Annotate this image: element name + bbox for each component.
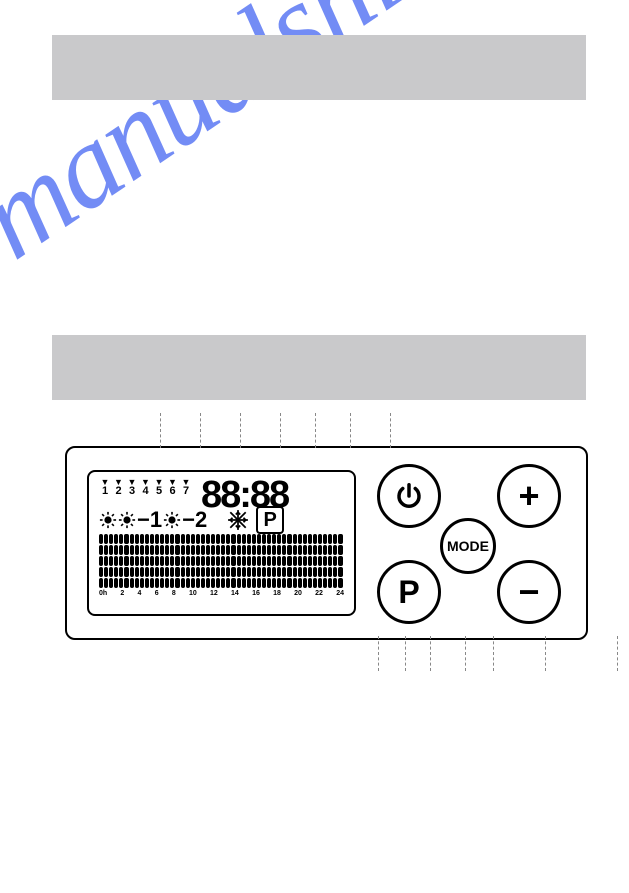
schedule-row	[99, 567, 344, 577]
callout-line	[405, 636, 406, 671]
minus-icon: −	[518, 577, 539, 607]
program-indicator: P	[256, 506, 284, 534]
day-2: ▼2	[113, 478, 125, 497]
callout-line	[493, 636, 494, 671]
plus-button[interactable]: +	[497, 464, 561, 528]
schedule-hour-labels: 0h24681012141618202224	[99, 590, 344, 597]
eco-minus-1: −1	[137, 509, 162, 531]
day-7: ▼7	[180, 478, 192, 497]
sun-icon-2	[118, 511, 136, 529]
day-4: ▼4	[140, 478, 152, 497]
header-bar-2	[52, 335, 586, 400]
mode-label: MODE	[447, 538, 489, 554]
moon-icon	[208, 511, 226, 529]
lcd-mode-indicators: −1 −2 P	[99, 506, 284, 534]
program-button[interactable]: P	[377, 560, 441, 624]
callout-line	[545, 636, 546, 671]
lcd-schedule-bar: 0h24681012141618202224	[99, 534, 344, 597]
callout-line	[390, 413, 391, 448]
page: manualshive.com ▼1 ▼2 ▼3 ▼4 ▼5 ▼6 ▼7 88:…	[0, 0, 629, 893]
callout-line	[160, 413, 161, 448]
callout-line	[280, 413, 281, 448]
schedule-row	[99, 534, 344, 544]
device-panel: ▼1 ▼2 ▼3 ▼4 ▼5 ▼6 ▼7 88:88 −1 −2 P 0h246…	[65, 446, 588, 640]
schedule-row	[99, 578, 344, 588]
day-5: ▼5	[153, 478, 165, 497]
snowflake-icon	[227, 509, 249, 531]
power-button[interactable]	[377, 464, 441, 528]
lcd-display: ▼1 ▼2 ▼3 ▼4 ▼5 ▼6 ▼7 88:88 −1 −2 P 0h246…	[87, 470, 356, 616]
callout-line	[240, 413, 241, 448]
lcd-day-indicators: ▼1 ▼2 ▼3 ▼4 ▼5 ▼6 ▼7	[99, 478, 192, 497]
day-3: ▼3	[126, 478, 138, 497]
plus-icon: +	[518, 481, 539, 511]
callout-line	[350, 413, 351, 448]
callout-line	[378, 636, 379, 671]
mode-button[interactable]: MODE	[440, 518, 496, 574]
day-1: ▼1	[99, 478, 111, 497]
eco-minus-2: −2	[182, 509, 207, 531]
callout-line	[617, 636, 618, 671]
sun-icon-3	[163, 511, 181, 529]
day-6: ▼6	[167, 478, 179, 497]
power-icon	[394, 481, 424, 511]
schedule-row	[99, 556, 344, 566]
minus-button[interactable]: −	[497, 560, 561, 624]
header-bar-1	[52, 35, 586, 100]
schedule-row	[99, 545, 344, 555]
callout-line	[315, 413, 316, 448]
program-label: P	[398, 574, 419, 611]
sun-icon	[99, 511, 117, 529]
callout-line	[430, 636, 431, 671]
callout-line	[465, 636, 466, 671]
callout-line	[200, 413, 201, 448]
